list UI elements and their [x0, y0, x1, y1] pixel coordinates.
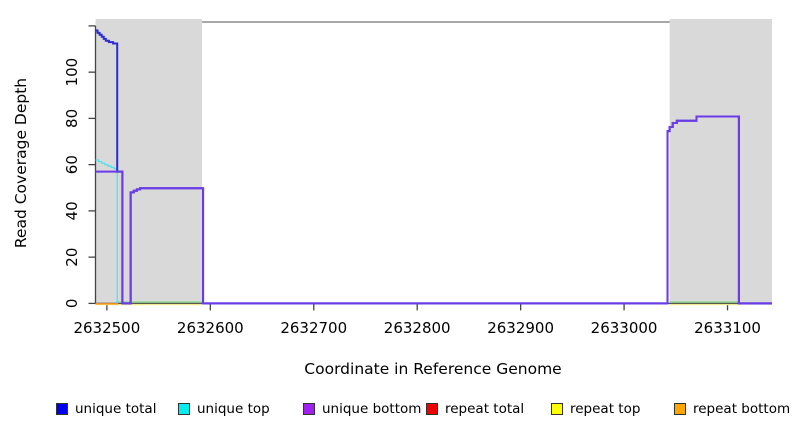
- y-axis-label: Read Coverage Depth: [12, 77, 30, 249]
- legend-label-unique-top: unique top: [197, 401, 270, 417]
- series-unique-top: [95, 159, 120, 303]
- legend-item-repeat-total: repeat total: [426, 399, 524, 419]
- legend-swatch-unique-total: [56, 403, 68, 415]
- y-tick-label: 20: [63, 248, 81, 267]
- y-tick-label: 80: [63, 109, 81, 128]
- legend-swatch-repeat-total: [426, 403, 438, 415]
- legend-swatch-repeat-top: [551, 403, 563, 415]
- x-tick-label: 2632900: [487, 319, 554, 337]
- x-tick-label: 2632600: [177, 319, 244, 337]
- series-unique-bottom: [95, 115, 772, 305]
- x-tick-label: 2633100: [694, 319, 761, 337]
- legend-swatch-unique-bottom: [303, 403, 315, 415]
- y-tick-label: 40: [63, 201, 81, 220]
- legend-item-repeat-bottom: repeat bottom: [674, 399, 790, 419]
- legend-item-unique-top: unique top: [178, 399, 270, 419]
- legend-label-repeat-top: repeat top: [570, 401, 641, 417]
- x-tick-label: 2633000: [591, 319, 658, 337]
- legend-label-unique-total: unique total: [75, 401, 157, 417]
- x-tick-label: 2632500: [73, 319, 140, 337]
- legend: unique total unique top unique bottom repea…: [0, 399, 792, 423]
- y-tick-label: 0: [63, 299, 81, 309]
- legend-item-unique-total: unique total: [56, 399, 156, 419]
- repeat-region-shading-1: [669, 19, 772, 305]
- legend-swatch-repeat-bottom: [674, 403, 686, 415]
- legend-label-repeat-bottom: repeat bottom: [693, 401, 791, 417]
- legend-label-repeat-total: repeat total: [445, 401, 525, 417]
- legend-swatch-unique-top: [178, 403, 190, 415]
- repeat-region-shading-0: [95, 19, 203, 305]
- x-tick-label: 2632800: [384, 319, 451, 337]
- legend-item-repeat-top: repeat top: [551, 399, 640, 419]
- x-tick-label: 2632700: [280, 319, 347, 337]
- y-tick-label: 100: [63, 58, 81, 87]
- y-tick-label: 60: [63, 155, 81, 174]
- legend-item-unique-bottom: unique bottom: [303, 399, 421, 419]
- legend-label-unique-bottom: unique bottom: [322, 401, 422, 417]
- x-axis-label: Coordinate in Reference Genome: [304, 360, 562, 378]
